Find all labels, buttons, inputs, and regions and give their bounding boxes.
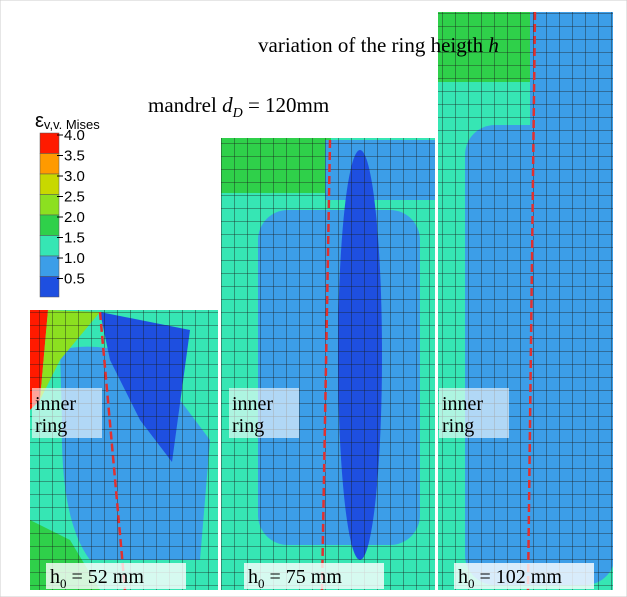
- legend-title: εv,v. Mises: [35, 110, 100, 132]
- panel-label: inner: [232, 393, 273, 415]
- legend-label: 0.5: [64, 271, 85, 288]
- title: variation of the ring heigth h: [258, 33, 499, 57]
- legend-label: 3.5: [64, 148, 85, 165]
- legend-label: 3.0: [64, 168, 85, 185]
- legend-swatch: [39, 173, 60, 195]
- mesh-panel: [438, 12, 613, 590]
- mesh-panel: [221, 138, 435, 590]
- label-box: [229, 388, 299, 438]
- legend-label: 4.0: [64, 127, 85, 144]
- legend-swatch: [39, 153, 60, 175]
- panel-label: ring: [232, 415, 264, 437]
- legend: εv,v. Mises 4.0 3.5 3.0 2.5 2.0 1.5 1.0 0.5: [35, 110, 100, 298]
- label-box: [32, 388, 102, 438]
- legend-label: 2.0: [64, 209, 85, 226]
- label-box: [439, 388, 509, 438]
- height-box: [454, 563, 594, 589]
- mesh-panel: [30, 310, 218, 590]
- legend-label: 1.0: [64, 250, 85, 267]
- panel-label: ring: [442, 415, 474, 437]
- legend-swatch: [39, 132, 60, 154]
- panel-height: h0 = 52 mm: [50, 566, 144, 591]
- legend-label: 1.5: [64, 230, 85, 247]
- panel-label: inner: [442, 393, 483, 415]
- panel-label: ring: [35, 415, 67, 437]
- legend-swatch: [39, 276, 60, 298]
- legend-swatch: [39, 235, 60, 257]
- legend-swatch: [39, 255, 60, 277]
- panel-height: h0 = 102 mm: [458, 566, 562, 591]
- panel-height: h0 = 75 mm: [248, 566, 342, 591]
- height-box: [46, 563, 186, 589]
- legend-swatch: [39, 214, 60, 236]
- legend-swatch: [39, 194, 60, 216]
- height-box: [244, 563, 384, 589]
- subtitle: mandrel dD = 120mm: [148, 93, 329, 121]
- panel-label: inner: [35, 393, 76, 415]
- legend-label: 2.5: [64, 189, 85, 206]
